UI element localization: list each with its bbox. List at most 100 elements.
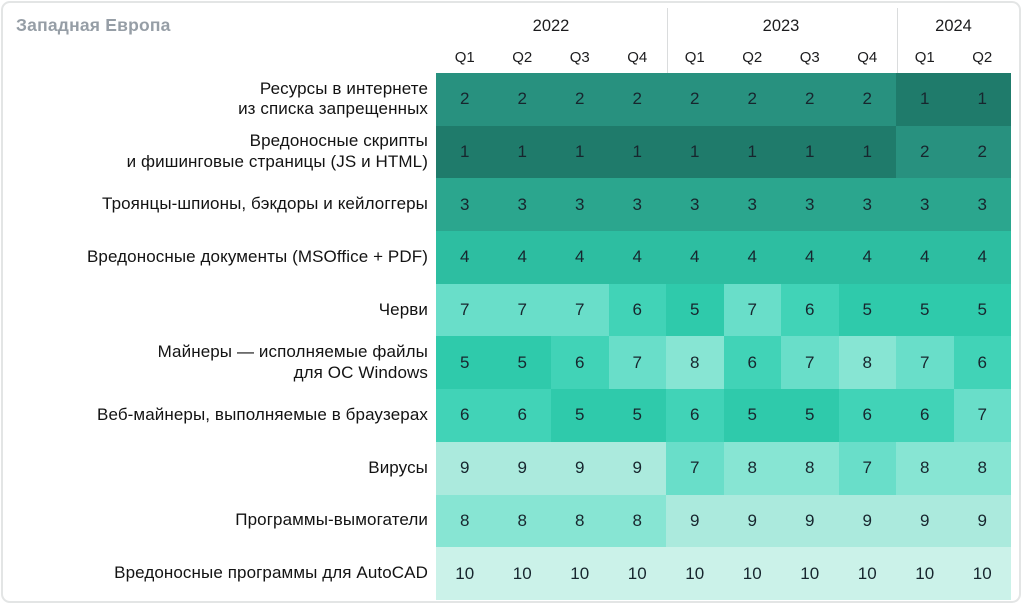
rank-cell-r0-c5: 2 [723,73,781,126]
chart-title: Западная Европа [16,15,171,35]
rank-cell-r4-c8: 5 [896,283,954,337]
rank-cell-r9-c0: 10 [436,547,494,600]
rank-cell-r7-c5: 8 [723,441,781,495]
rank-cell-r1-c6: 1 [781,125,839,179]
rank-cell-r8-c9: 9 [953,494,1011,548]
rank-cell-r8-c2: 8 [551,494,609,548]
row-label-6: Веб-майнеры, выполняемые в браузерах [97,405,428,425]
rank-cell-r7-c4: 7 [666,441,724,495]
rank-cell-r0-c0: 2 [436,73,494,126]
rank-cell-r9-c1: 10 [493,547,551,600]
rank-cell-r1-c5: 1 [723,125,781,179]
rank-cell-r8-c3: 8 [608,494,666,548]
rank-cell-r6-c5: 5 [723,389,781,442]
rank-cell-r2-c9: 3 [953,178,1011,232]
rank-cell-r7-c2: 9 [551,441,609,495]
rank-cell-r7-c8: 8 [896,441,954,495]
rank-cell-r1-c7: 1 [838,125,896,179]
rank-cell-r9-c2: 10 [551,547,609,600]
quarter-header-9: Q2 [972,49,993,66]
row-label-3: Вредоносные документы (MSOffice + PDF) [86,247,428,267]
rank-cell-r0-c9: 1 [953,73,1011,126]
rank-cell-r8-c1: 8 [493,494,551,548]
heatmap-grid: 2022 2023 2024 Q1 Q2 Q3 Q4 Q1 Q2 Q3 Q4 Q1 Q2 Ресурсы … [3,9,1011,600]
rank-cell-r7-c6: 8 [781,441,839,495]
row-label-0: Ресурсы в интернете из списка запрещенны… [238,78,428,119]
rank-cell-r8-c4: 9 [666,494,724,548]
quarter-header-1: Q2 [512,49,533,66]
rank-cell-r6-c7: 6 [838,389,896,442]
rank-cell-r0-c7: 2 [838,73,896,126]
rank-cell-r2-c0: 3 [436,178,494,232]
rank-cell-r6-c2: 5 [551,389,609,442]
rank-cell-r3-c7: 4 [838,231,896,284]
rank-cell-r1-c9: 2 [953,125,1011,179]
rank-cell-r6-c8: 6 [896,389,954,442]
rank-cell-r9-c9: 10 [953,547,1011,600]
rank-cell-r5-c7: 8 [838,336,896,390]
year-separator-2023-2024 [897,8,898,73]
rank-cell-r6-c4: 6 [666,389,724,442]
row-label-7: Вирусы [368,457,428,477]
rank-cell-r0-c8: 1 [896,73,954,126]
rank-cell-r0-c3: 2 [608,73,666,126]
rank-cell-r4-c4: 5 [666,283,724,337]
rank-cell-r1-c1: 1 [493,125,551,179]
rank-cell-r9-c7: 10 [838,547,896,600]
rank-cell-r5-c6: 7 [781,336,839,390]
rank-cell-r1-c0: 1 [436,125,494,179]
rank-cell-r7-c1: 9 [493,441,551,495]
year-header-2022: 2022 [532,16,570,35]
quarter-header-0: Q1 [454,49,475,66]
quarter-header-3: Q4 [627,49,648,66]
rank-cell-r3-c3: 4 [608,231,666,284]
rank-cell-r0-c2: 2 [551,73,609,126]
rank-cell-r4-c0: 7 [436,283,494,337]
rank-cell-r4-c9: 5 [953,283,1011,337]
rank-cell-r2-c3: 3 [608,178,666,232]
rank-cell-r0-c6: 2 [781,73,839,126]
rank-cell-r5-c9: 6 [953,336,1011,390]
year-header-spacer [3,9,436,43]
year-header-2024: 2024 [935,16,972,35]
rank-cell-r1-c8: 2 [896,125,954,179]
rank-cell-r2-c6: 3 [781,178,839,232]
rank-cell-r4-c3: 6 [608,283,666,337]
rank-cell-r9-c3: 10 [608,547,666,600]
rank-cell-r6-c9: 7 [953,389,1011,442]
year-separator-2022-2023 [667,8,668,73]
rank-cell-r1-c3: 1 [608,125,666,179]
row-label-4: Черви [378,299,428,319]
quarter-header-7: Q4 [857,49,878,66]
rank-cell-r4-c2: 7 [551,283,609,337]
row-label-1: Вредоносные скрипты и фишинговые страниц… [126,131,428,172]
rank-cell-r5-c4: 8 [666,336,724,390]
rank-cell-r2-c8: 3 [896,178,954,232]
rank-cell-r3-c8: 4 [896,231,954,284]
rank-cell-r9-c5: 10 [723,547,781,600]
quarter-header-4: Q1 [684,49,705,66]
rank-cell-r3-c0: 4 [436,231,494,284]
rank-cell-r3-c5: 4 [723,231,781,284]
rank-cell-r9-c4: 10 [666,547,724,600]
rank-cell-r4-c7: 5 [838,283,896,337]
rank-cell-r0-c4: 2 [666,73,724,126]
quarter-header-8: Q1 [914,49,935,66]
row-label-8: Программы-вымогатели [235,510,428,530]
rank-cell-r7-c0: 9 [436,441,494,495]
quarter-header-6: Q3 [799,49,820,66]
rank-cell-r2-c1: 3 [493,178,551,232]
rank-cell-r5-c8: 7 [896,336,954,390]
rank-cell-r5-c1: 5 [493,336,551,390]
rank-cell-r3-c1: 4 [493,231,551,284]
rank-cell-r1-c4: 1 [666,125,724,179]
rank-cell-r5-c0: 5 [436,336,494,390]
rank-cell-r1-c2: 1 [551,125,609,179]
quarter-header-spacer [3,43,436,73]
rank-cell-r8-c7: 9 [838,494,896,548]
row-label-9: Вредоносные программы для AutoCAD [114,563,428,583]
rank-cell-r3-c9: 4 [953,231,1011,284]
rank-cell-r2-c4: 3 [666,178,724,232]
rank-cell-r5-c2: 6 [551,336,609,390]
rank-cell-r6-c0: 6 [436,389,494,442]
